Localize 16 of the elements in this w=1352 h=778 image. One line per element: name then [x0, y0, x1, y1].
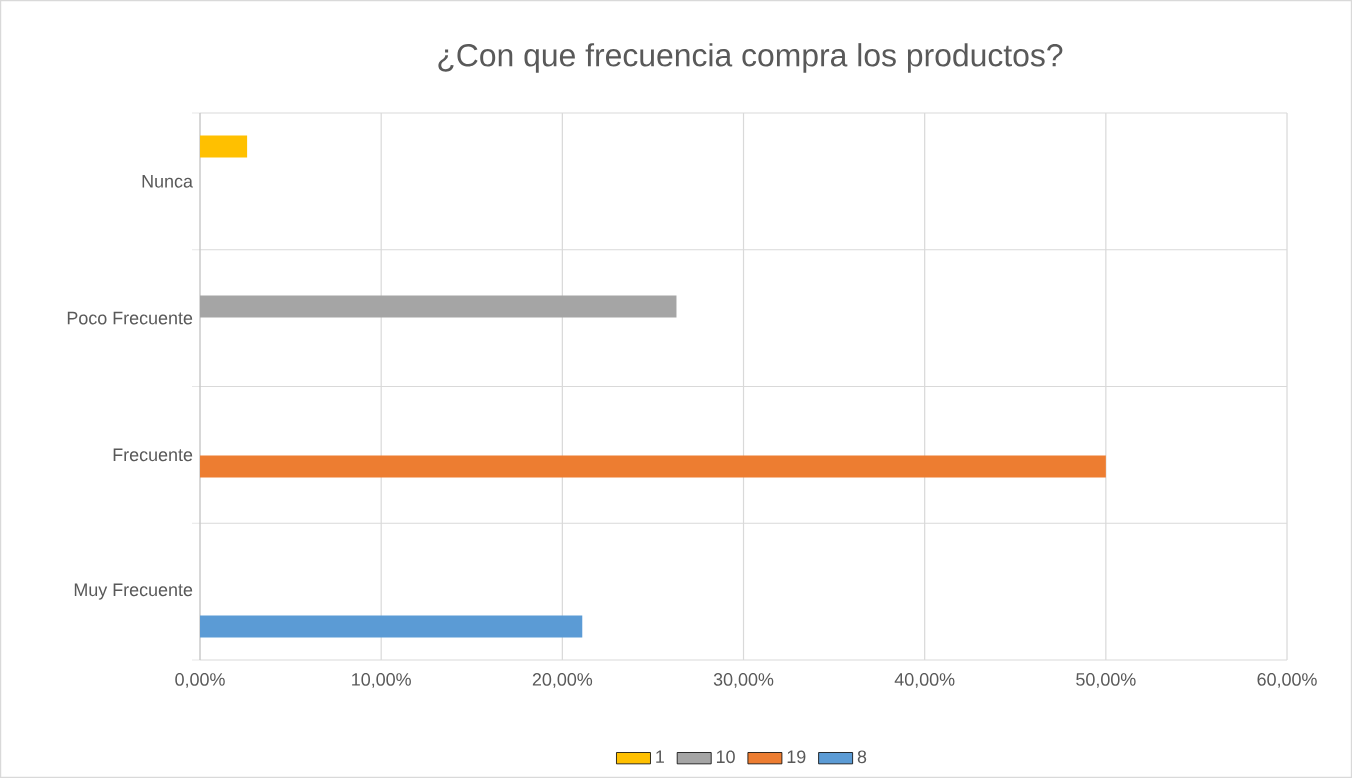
y-tick-label: Muy Frecuente	[74, 583, 193, 600]
x-tick-label: 50,00%	[1076, 673, 1136, 688]
y-tick-label: Frecuente	[113, 448, 193, 462]
legend-label: 19	[787, 750, 806, 764]
x-tick-label: 20,00%	[532, 673, 593, 688]
x-tick-label: 0,00%	[175, 673, 225, 688]
x-tick-label: 10,00%	[352, 673, 411, 688]
chart-title: ¿Con que frecuencia compra los productos?	[438, 43, 1063, 73]
y-tick-label: Poco Frecuente	[67, 311, 193, 325]
legend-label: 10	[716, 750, 735, 764]
x-tick-label: 40,00%	[894, 673, 955, 688]
x-tick-label: 30,00%	[713, 673, 774, 688]
legend-label: 1	[656, 750, 664, 763]
y-tick-label: Nunca	[142, 175, 193, 188]
x-tick-label: 60,00%	[1257, 673, 1317, 688]
legend-label: 8	[857, 750, 867, 764]
